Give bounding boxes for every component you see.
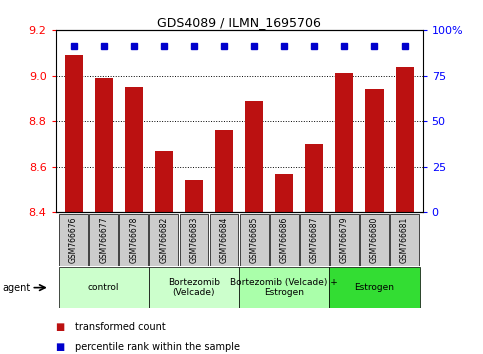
Bar [245, 101, 263, 212]
Bar [65, 55, 83, 212]
Title: GDS4089 / ILMN_1695706: GDS4089 / ILMN_1695706 [157, 16, 321, 29]
Bar [119, 214, 148, 266]
Bar [89, 214, 118, 266]
Text: ■: ■ [56, 322, 65, 332]
Text: GSM766683: GSM766683 [189, 217, 199, 263]
Text: agent: agent [2, 282, 30, 293]
Bar [180, 214, 208, 266]
Text: GSM766687: GSM766687 [310, 217, 319, 263]
Bar [125, 87, 143, 212]
Bar [360, 214, 389, 266]
Text: GSM766677: GSM766677 [99, 217, 108, 263]
Bar [215, 130, 233, 212]
Bar [396, 67, 413, 212]
Bar [330, 214, 359, 266]
Text: GSM766679: GSM766679 [340, 217, 349, 263]
Text: GSM766685: GSM766685 [250, 217, 258, 263]
Bar [155, 151, 173, 212]
Bar [329, 267, 420, 308]
Text: GSM766681: GSM766681 [400, 217, 409, 263]
Bar [210, 214, 239, 266]
Bar [59, 214, 88, 266]
Text: GSM766676: GSM766676 [69, 217, 78, 263]
Text: control: control [88, 283, 119, 292]
Bar [335, 73, 354, 212]
Text: GSM766682: GSM766682 [159, 217, 169, 263]
Text: GSM766678: GSM766678 [129, 217, 138, 263]
Text: Bortezomib
(Velcade): Bortezomib (Velcade) [168, 278, 220, 297]
Bar [239, 267, 329, 308]
Text: Bortezomib (Velcade) +
Estrogen: Bortezomib (Velcade) + Estrogen [230, 278, 338, 297]
Text: GSM766686: GSM766686 [280, 217, 289, 263]
Bar [149, 267, 239, 308]
Text: GSM766680: GSM766680 [370, 217, 379, 263]
Bar [185, 181, 203, 212]
Bar [275, 174, 293, 212]
Bar [390, 214, 419, 266]
Bar [58, 267, 149, 308]
Bar [95, 78, 113, 212]
Text: transformed count: transformed count [75, 322, 166, 332]
Bar [270, 214, 298, 266]
Bar [240, 214, 269, 266]
Bar [305, 144, 323, 212]
Bar [366, 89, 384, 212]
Text: Estrogen: Estrogen [355, 283, 395, 292]
Bar [300, 214, 329, 266]
Bar [149, 214, 178, 266]
Text: GSM766684: GSM766684 [220, 217, 228, 263]
Text: ■: ■ [56, 342, 65, 352]
Text: percentile rank within the sample: percentile rank within the sample [75, 342, 240, 352]
